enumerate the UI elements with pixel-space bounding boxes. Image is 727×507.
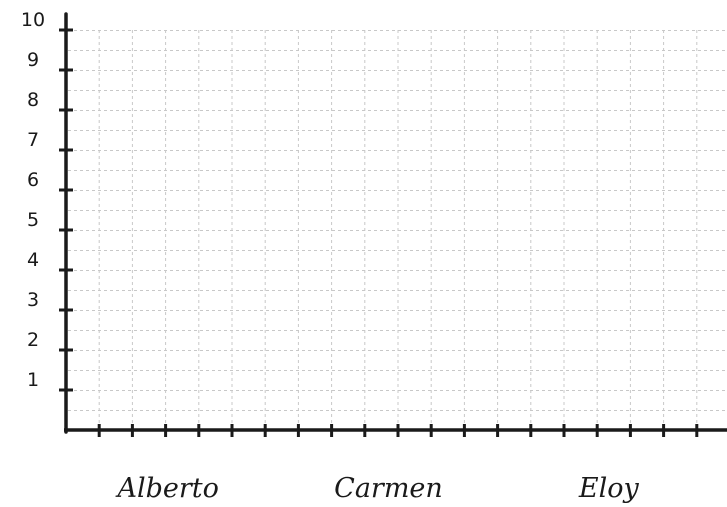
y-axis-labels: 1 2 3 4 5 6 7 8 9 10 (21, 9, 45, 391)
grid-lines (68, 30, 727, 428)
y-tick-label: 1 (27, 369, 39, 391)
y-tick-label: 2 (27, 329, 39, 351)
y-tick-label: 7 (27, 129, 39, 151)
x-axis-labels: Alberto Carmen Eloy (114, 473, 639, 504)
x-category-label: Alberto (114, 473, 218, 504)
y-tick-label: 10 (21, 9, 45, 31)
x-category-label: Carmen (334, 473, 443, 504)
axes (64, 12, 727, 434)
y-tick-label: 5 (27, 209, 39, 231)
y-tick-label: 4 (27, 249, 39, 271)
y-tick-label: 6 (27, 169, 39, 191)
y-tick-label: 8 (27, 89, 39, 111)
y-tick-label: 3 (27, 289, 39, 311)
y-tick-label: 9 (27, 49, 39, 71)
x-category-label: Eloy (578, 473, 640, 504)
